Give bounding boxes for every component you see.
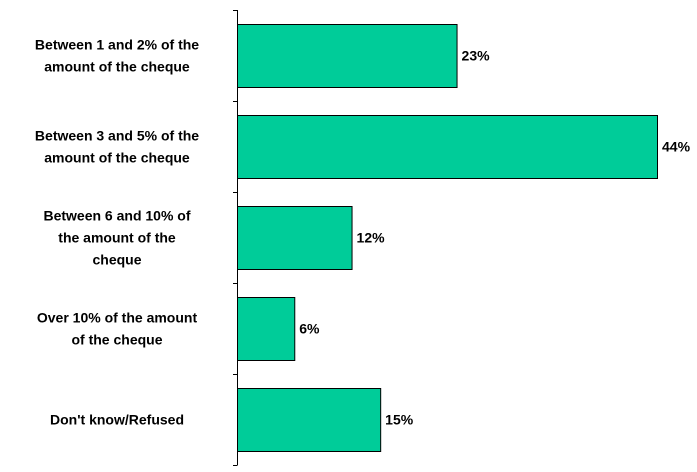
bar	[237, 24, 458, 88]
category-label: Between 3 and 5% of the amount of the che…	[35, 128, 199, 166]
data-label: 44%	[662, 139, 691, 155]
bar	[237, 206, 353, 270]
category-labels: Between 1 and 2% of the amount of the che…	[35, 37, 199, 428]
data-label: 12%	[357, 230, 386, 246]
category-label: Don't know/Refused	[50, 412, 184, 428]
data-label: 23%	[462, 48, 491, 64]
value-labels: 23% 44% 12% 6% 15%	[299, 48, 690, 428]
bars	[237, 24, 658, 452]
bar	[237, 297, 296, 361]
category-label: Between 1 and 2% of the amount of the che…	[35, 37, 199, 75]
category-label: Between 6 and 10% of the amount of the che…	[43, 208, 190, 268]
axis	[233, 10, 238, 466]
data-label: 6%	[299, 321, 320, 337]
bar	[237, 115, 658, 179]
category-label: Over 10% of the amount of the cheque	[37, 310, 198, 348]
bar	[237, 388, 382, 452]
data-label: 15%	[385, 412, 414, 428]
